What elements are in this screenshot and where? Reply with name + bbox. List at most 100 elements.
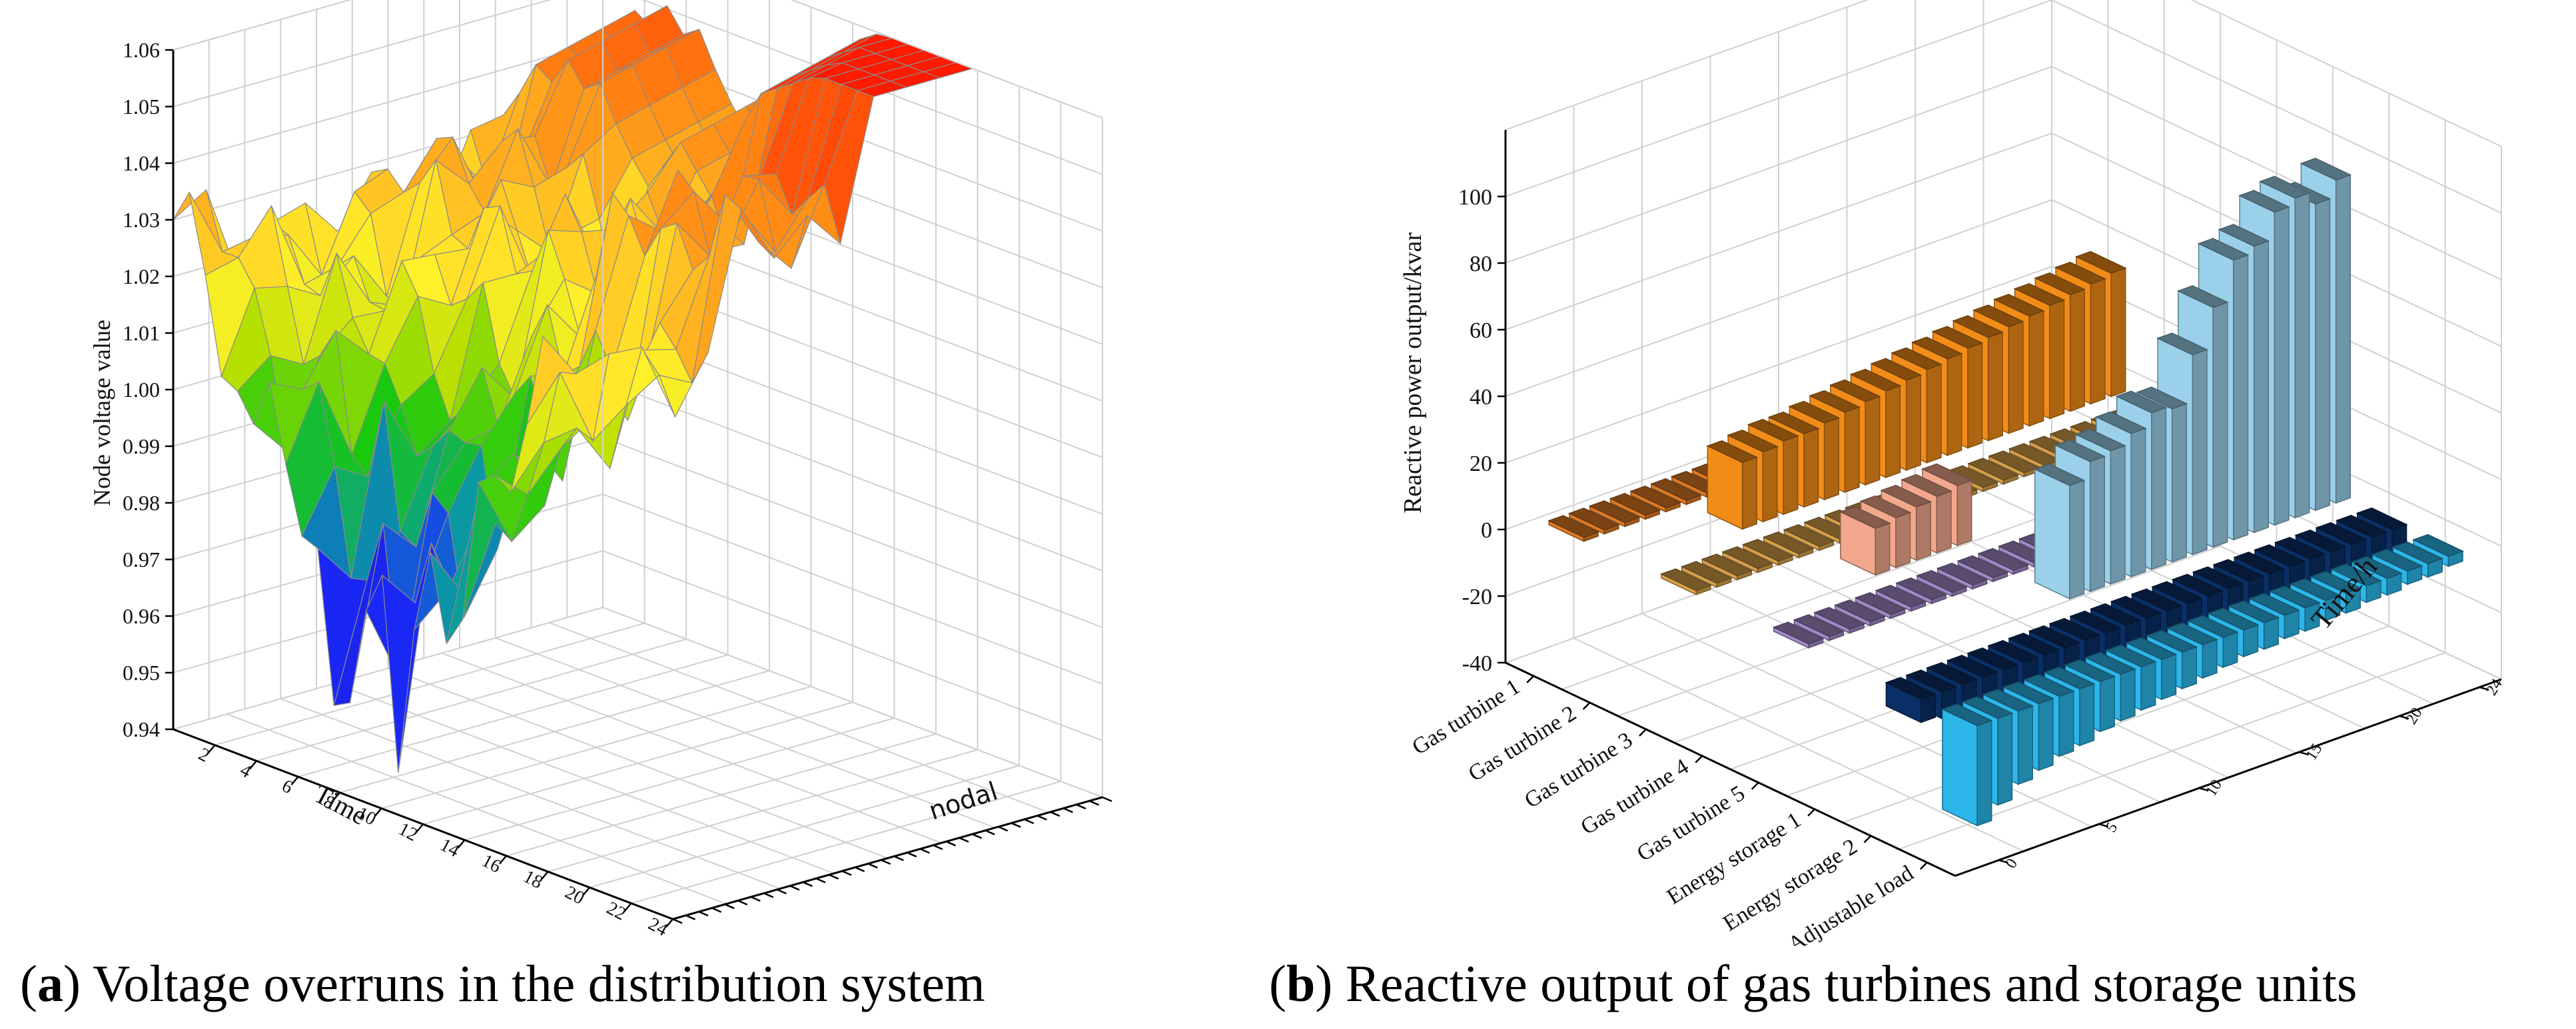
bar-top-face (1547, 515, 1600, 538)
bar-side-face (2233, 254, 2249, 541)
caption-a: (a) Voltage overruns in the distribution… (20, 954, 985, 1012)
node-tick-mark (829, 874, 839, 880)
bar-side-face (2038, 697, 2054, 771)
bar-top-face (1849, 368, 1902, 392)
figure-canvas: 0.94 0.95 0.96 0.97 0.98 0.99 1.00 1.01 1.02 1.03… (89, 0, 2506, 946)
bar-top-face (2125, 637, 2178, 660)
node-tick-mark (945, 841, 956, 847)
category-tick-mark (1919, 862, 1928, 870)
voltage-surface-chart: 0.94 0.95 0.96 0.97 0.98 0.99 1.00 1.01 1.02 1.03… (89, 0, 1112, 940)
bar-top-face (1931, 326, 1984, 349)
bar-top-face (2186, 615, 2239, 638)
bar-top-face (2156, 332, 2208, 356)
z-tick-label: 1.02 (123, 264, 160, 288)
bar-side-face (2335, 174, 2351, 504)
z-tick-label: 1.06 (123, 38, 160, 62)
bar-top-face (2356, 507, 2408, 531)
grid-line (602, 607, 1103, 798)
bar-side-face (1987, 331, 2003, 442)
bar-top-face (1972, 304, 2024, 328)
chart-a-ylabel: nodal (925, 776, 1001, 825)
bar-top-face (2176, 285, 2229, 308)
grid-line (1505, 65, 2502, 280)
node-tick-mark (1102, 796, 1112, 803)
bar-top-face (2207, 607, 2260, 631)
bar-gas-turbine-3 (1762, 531, 1815, 559)
bar-top-face (2013, 283, 2066, 306)
bar-top-face (2064, 659, 2116, 683)
bar-gas-turbine-3 (1967, 458, 2020, 485)
bar-top-face (1905, 669, 1958, 693)
node-tick-mark (1050, 811, 1061, 817)
bar-side-face (2069, 480, 2085, 600)
bar-top-face (1772, 621, 1825, 645)
category-axis-line (1505, 661, 1956, 877)
voltage-surface (173, 5, 974, 773)
z-tick-label: 80 (1470, 252, 1492, 276)
z-tick-label: 1.03 (123, 208, 160, 232)
z-tick-label: -20 (1462, 585, 1492, 609)
time-tick-mark (624, 902, 632, 912)
category-tick-mark (1526, 675, 1535, 683)
node-tick-mark (750, 896, 761, 902)
time-axis-line (1954, 678, 2502, 877)
category-tick-mark (1751, 782, 1759, 790)
bar-gas-turbine-5 (1772, 621, 1825, 649)
box-edge (790, 0, 1103, 119)
z-tick-label: 1.05 (123, 95, 160, 119)
z-tick-label: -40 (1462, 651, 1492, 676)
node-tick-mark (1024, 819, 1035, 825)
bar-top-face (1762, 531, 1815, 555)
time-tick-mark (2479, 686, 2489, 691)
bar-side-face (1895, 512, 1911, 569)
caption-b: (b) Reactive output of gas turbines and … (1269, 954, 2358, 1012)
bar-top-face (2090, 603, 2142, 626)
time-tick-label: 4 (236, 760, 254, 783)
node-tick-mark (855, 866, 865, 872)
bar-top-face (1829, 379, 1881, 402)
bar-side-face (1885, 385, 1901, 479)
node-tick-mark (802, 881, 813, 887)
bar-side-face (2140, 661, 2156, 711)
bar-top-face (1911, 336, 1963, 360)
node-tick-mark (893, 855, 904, 861)
box-edge (173, 0, 352, 51)
bar-top-face (1767, 411, 1820, 435)
time-tick-mark (249, 760, 257, 770)
bar-top-face (1859, 495, 1912, 519)
bar-top-face (2412, 533, 2464, 557)
bar-side-face (2028, 310, 2044, 427)
node-tick-mark (881, 859, 891, 865)
grid-line (1573, 637, 2024, 853)
bar-side-face (2110, 445, 2126, 585)
time-tick-mark (2198, 787, 2209, 792)
node-tick-mark (985, 829, 995, 836)
bar-gas-turbine-5 (1875, 585, 1927, 612)
bar-side-face (2069, 288, 2085, 412)
node-tick-mark (998, 826, 1009, 832)
node-tick-mark (698, 910, 709, 917)
bar-side-face (2099, 675, 2115, 733)
bar-side-face (1997, 712, 2013, 806)
node-tick-mark (789, 884, 800, 891)
bar-side-face (1967, 342, 1983, 449)
caption-b-text: ) Reactive output of gas turbines and st… (1315, 954, 2358, 1012)
bar-top-face (2233, 551, 2286, 575)
time-tick-mark (665, 918, 673, 928)
bar-top-face (2043, 667, 2096, 690)
bar-gas-turbine-5 (1956, 555, 2009, 583)
grid-line (334, 683, 835, 874)
category-tick-mark (1863, 835, 1872, 843)
bar-gas-turbine-1 (1650, 478, 1702, 506)
grid-line (280, 698, 781, 890)
bar-gas-turbine-5 (1895, 577, 1948, 605)
bar-gas-turbine-1 (1629, 486, 1682, 513)
bar-side-face (1875, 522, 1891, 576)
node-tick-mark (841, 870, 852, 876)
grid-line (226, 713, 727, 905)
bar-top-face (1609, 493, 1661, 516)
chart-a-node-ticks (672, 796, 1112, 924)
bar-top-face (1987, 640, 2040, 663)
bar-side-face (1803, 428, 1819, 508)
time-tick-label: 24 (2483, 676, 2506, 699)
